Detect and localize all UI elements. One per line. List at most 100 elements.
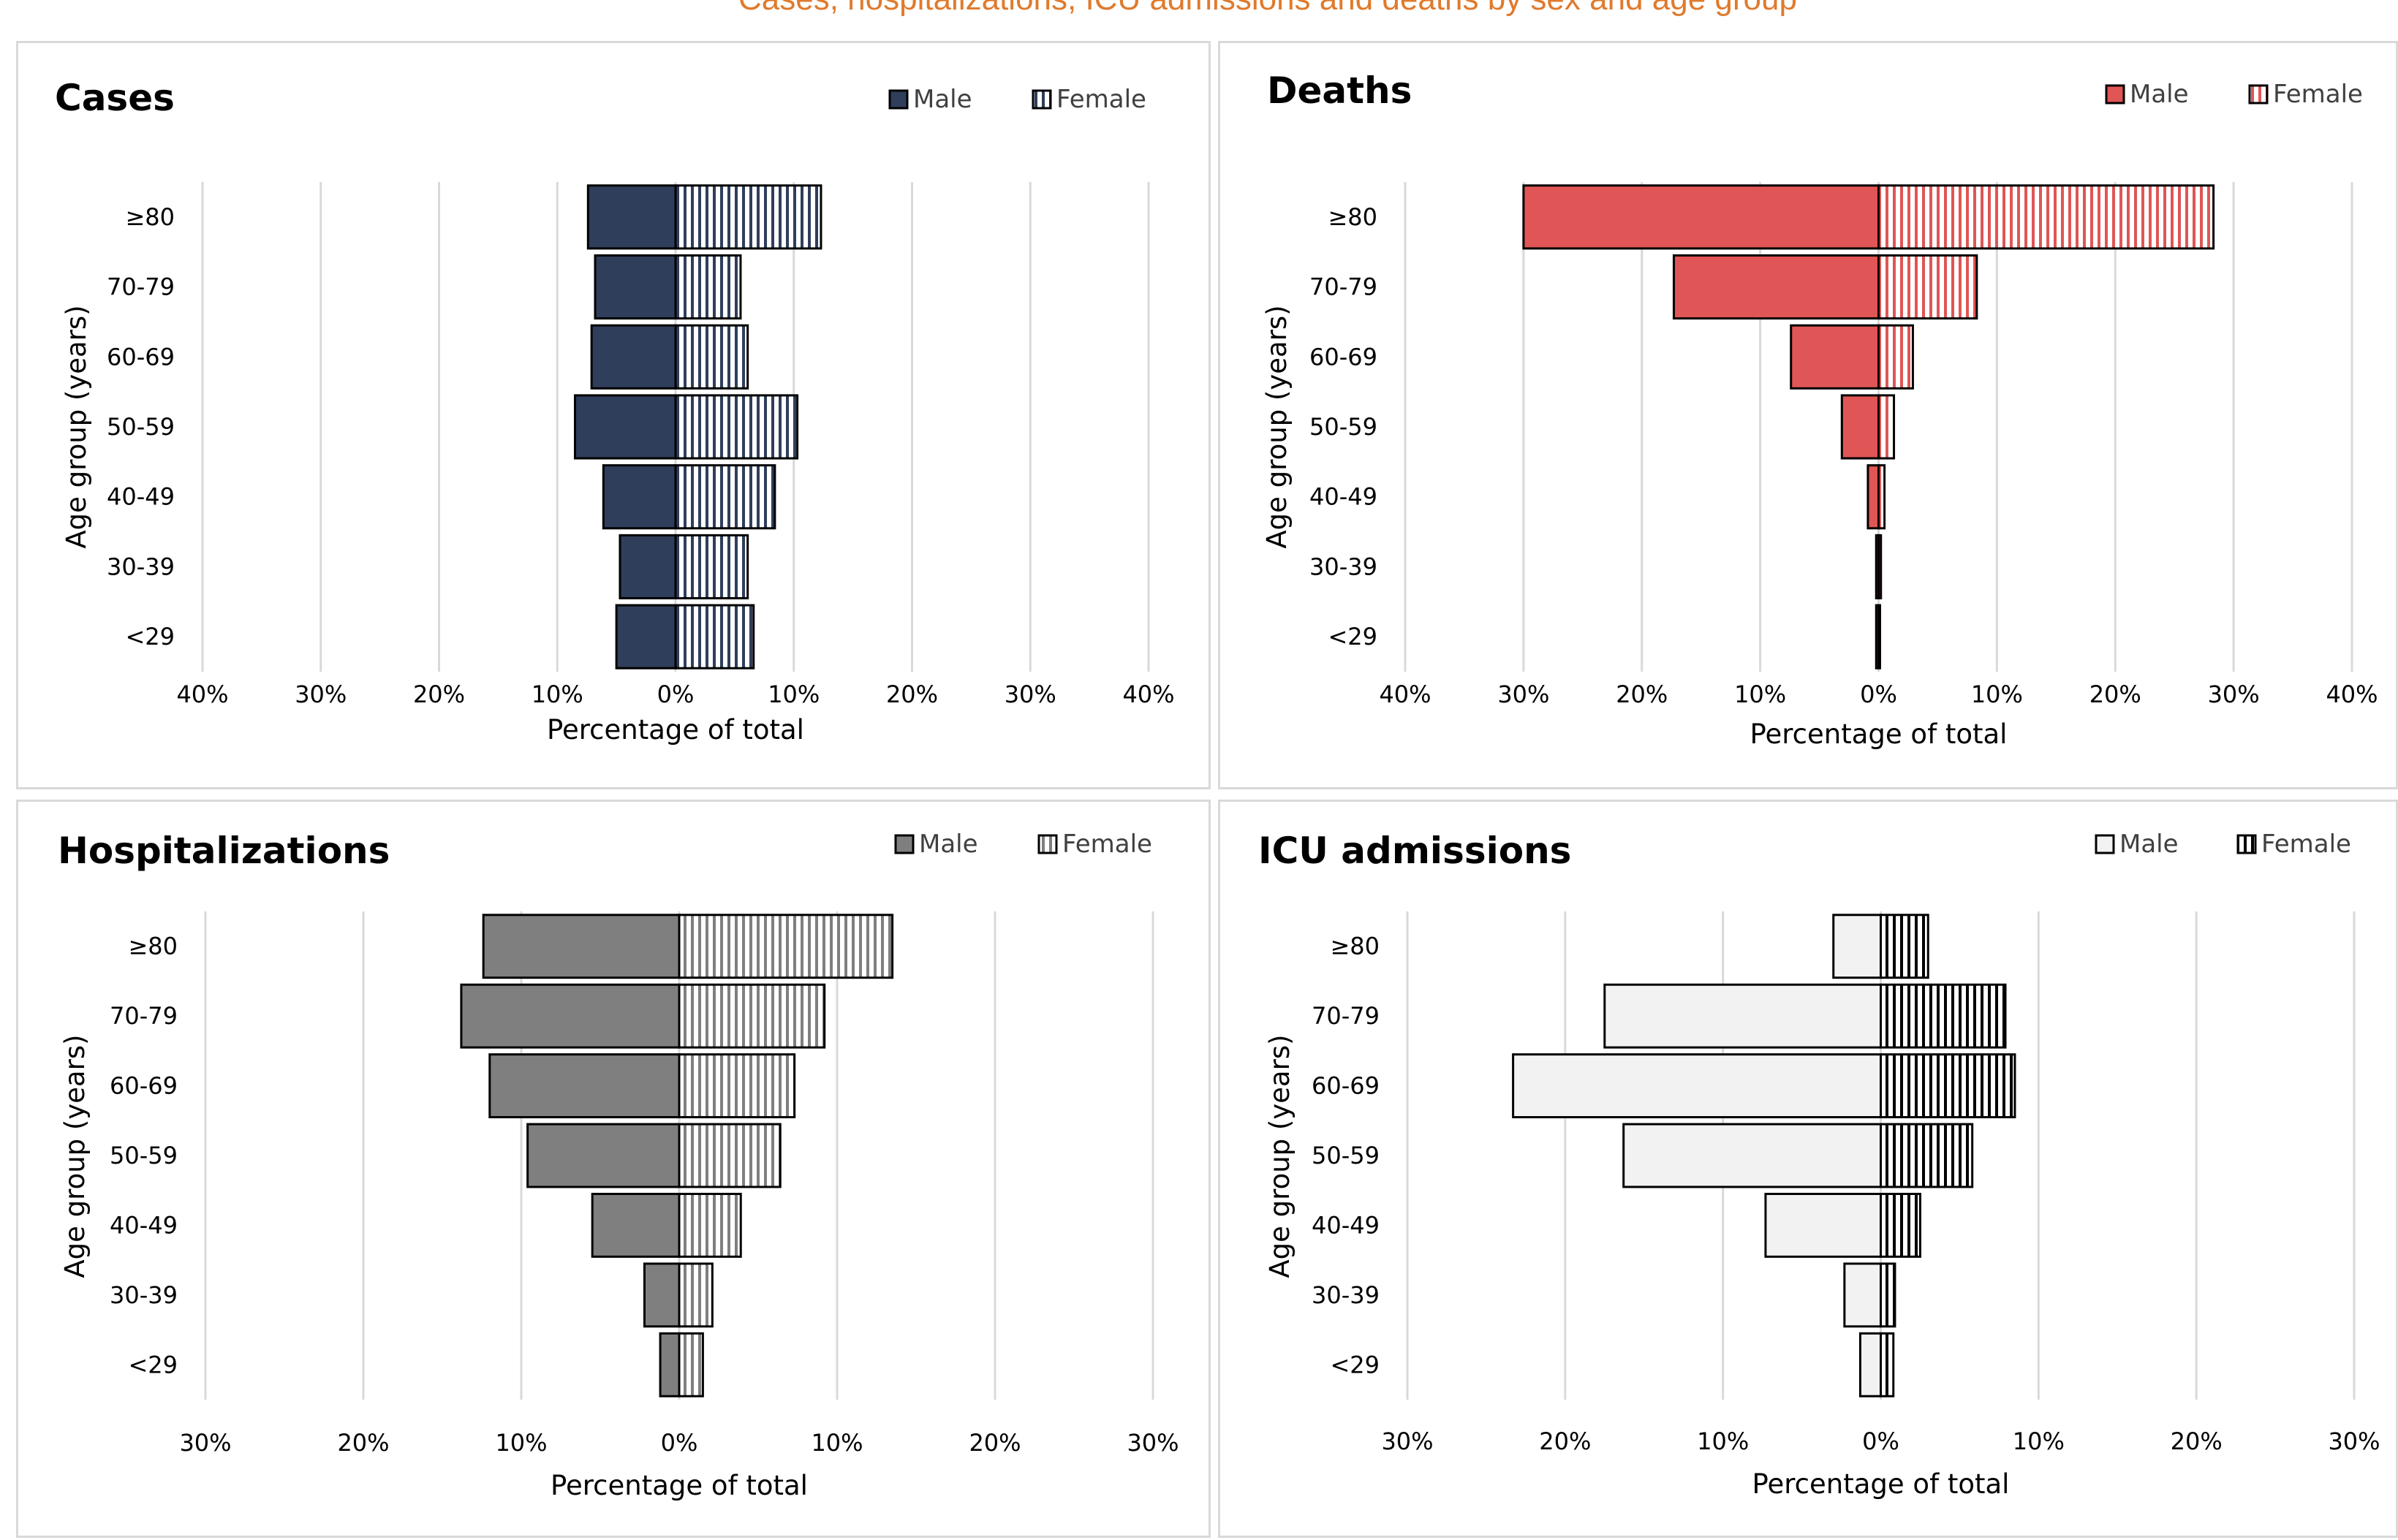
x-tick-label: 20% bbox=[1616, 680, 1668, 708]
legend-swatch-male bbox=[894, 834, 915, 854]
x-tick-label: 40% bbox=[2326, 680, 2378, 708]
y-axis-label: Age group (years) bbox=[1261, 305, 1293, 548]
bar-male bbox=[1672, 254, 1880, 320]
bar-female bbox=[674, 254, 742, 320]
bar-male bbox=[1512, 1053, 1882, 1119]
bar-female bbox=[674, 184, 822, 250]
bar-female bbox=[674, 604, 755, 670]
bar-male bbox=[1840, 394, 1880, 460]
category-tick-label: 60-69 bbox=[1312, 1072, 1380, 1100]
x-tick-label: 20% bbox=[969, 1429, 1021, 1457]
bar-female bbox=[678, 1332, 704, 1397]
bar-female bbox=[1880, 1262, 1896, 1328]
bar-male bbox=[460, 983, 681, 1049]
bar-male bbox=[1522, 184, 1880, 250]
x-tick-label: 10% bbox=[1971, 680, 2023, 708]
x-tick-label: 40% bbox=[1379, 680, 1431, 708]
category-tick-label: 30-39 bbox=[107, 553, 175, 580]
bar-male bbox=[659, 1332, 681, 1397]
x-tick-label: 40% bbox=[176, 680, 228, 708]
legend-label-female: Female bbox=[1062, 830, 1152, 859]
bar-male bbox=[615, 604, 677, 670]
bar-female bbox=[1880, 914, 1929, 979]
bar-female bbox=[674, 464, 776, 530]
legend-swatch-female bbox=[2236, 834, 2257, 854]
bar-male bbox=[643, 1262, 681, 1328]
bar-female bbox=[1877, 324, 1914, 390]
bar-female bbox=[678, 1262, 714, 1328]
legend-swatch-female bbox=[2248, 84, 2269, 105]
x-tick-label: 10% bbox=[2013, 1427, 2065, 1455]
x-tick-label: 10% bbox=[495, 1429, 547, 1457]
category-tick-label: <29 bbox=[1330, 1351, 1380, 1378]
bar-male bbox=[1858, 1332, 1882, 1397]
bar-male bbox=[594, 254, 677, 320]
bar-female bbox=[674, 324, 749, 390]
bar-male bbox=[482, 914, 681, 979]
bar-female bbox=[674, 394, 799, 460]
chart-title: Hospitalizations bbox=[58, 830, 390, 872]
y-axis-label: Age group (years) bbox=[1264, 1034, 1296, 1278]
x-tick-label: 10% bbox=[532, 680, 583, 708]
x-tick-label: 20% bbox=[886, 680, 938, 708]
legend-label-female: Female bbox=[2261, 830, 2351, 859]
x-tick-label: 30% bbox=[1381, 1427, 1433, 1455]
bar-male bbox=[1790, 324, 1880, 390]
bar-female bbox=[1880, 1332, 1895, 1397]
x-axis-label: Percentage of total bbox=[1752, 1468, 2010, 1500]
bar-female bbox=[674, 534, 749, 599]
category-tick-label: ≥80 bbox=[1328, 203, 1377, 231]
category-tick-label: 60-69 bbox=[107, 343, 175, 371]
icu-admissions-panel: ≥80 70-79 60-69 50-59 40-49 30-39 <29 30% 20% 10%… bbox=[1218, 800, 2398, 1538]
bar-female bbox=[1877, 254, 1978, 320]
x-tick-label: 20% bbox=[2089, 680, 2141, 708]
legend-label-male: Male bbox=[2130, 80, 2189, 109]
x-axis-label: Percentage of total bbox=[551, 1470, 808, 1501]
category-tick-label: <29 bbox=[125, 623, 175, 650]
category-tick-label: 70-79 bbox=[1309, 273, 1377, 301]
bar-male bbox=[591, 1192, 681, 1258]
y-axis-label: Age group (years) bbox=[61, 305, 92, 548]
x-tick-label: 30% bbox=[1127, 1429, 1179, 1457]
legend-label-male: Male bbox=[2119, 830, 2179, 859]
category-tick-label: <29 bbox=[128, 1351, 178, 1378]
category-tick-label: 50-59 bbox=[107, 413, 175, 441]
x-tick-label: 40% bbox=[1122, 680, 1174, 708]
legend-swatch-male bbox=[2095, 834, 2115, 854]
legend-label-male: Male bbox=[913, 85, 972, 114]
legend-swatch-male bbox=[888, 89, 909, 110]
x-tick-label: 10% bbox=[811, 1429, 863, 1457]
category-tick-label: 50-59 bbox=[110, 1142, 178, 1169]
cases-chart: ≥80 70-79 60-69 50-59 40-49 30-39 <29 40% 30% 20%… bbox=[55, 77, 1175, 746]
bar-male bbox=[602, 464, 677, 530]
bar-female bbox=[1877, 184, 2215, 250]
x-tick-label: 10% bbox=[1734, 680, 1786, 708]
legend-swatch-male bbox=[2105, 84, 2125, 105]
x-tick-label: 0% bbox=[1862, 1427, 1899, 1455]
x-tick-label: 30% bbox=[1497, 680, 1549, 708]
legend-label-male: Male bbox=[919, 830, 978, 859]
legend-swatch-female bbox=[1032, 89, 1052, 110]
category-tick-label: 60-69 bbox=[1309, 343, 1377, 371]
x-tick-label: 20% bbox=[2171, 1427, 2223, 1455]
bar-female bbox=[678, 1053, 796, 1119]
x-tick-label: 30% bbox=[1005, 680, 1056, 708]
hospitalizations-panel: ≥80 70-79 60-69 50-59 40-49 30-39 <29 30% 20% 10%… bbox=[16, 800, 1211, 1538]
bar-female bbox=[1877, 534, 1883, 599]
bar-male bbox=[586, 184, 677, 250]
category-tick-label: 70-79 bbox=[1312, 1002, 1380, 1030]
category-tick-label: <29 bbox=[1328, 623, 1377, 650]
category-tick-label: 60-69 bbox=[110, 1072, 178, 1100]
category-tick-label: 30-39 bbox=[1312, 1281, 1380, 1309]
chart-title: ICU admissions bbox=[1258, 830, 1571, 872]
x-axis-label: Percentage of total bbox=[547, 714, 804, 746]
category-tick-label: 50-59 bbox=[1312, 1142, 1380, 1169]
chart-title: Deaths bbox=[1267, 69, 1412, 112]
category-tick-label: ≥80 bbox=[128, 933, 178, 960]
x-tick-label: 10% bbox=[768, 680, 820, 708]
x-tick-label: 30% bbox=[2328, 1427, 2380, 1455]
category-tick-label: 40-49 bbox=[1309, 483, 1377, 511]
x-tick-label: 20% bbox=[413, 680, 465, 708]
x-tick-label: 20% bbox=[337, 1429, 389, 1457]
legend-label-female: Female bbox=[1056, 85, 1146, 114]
